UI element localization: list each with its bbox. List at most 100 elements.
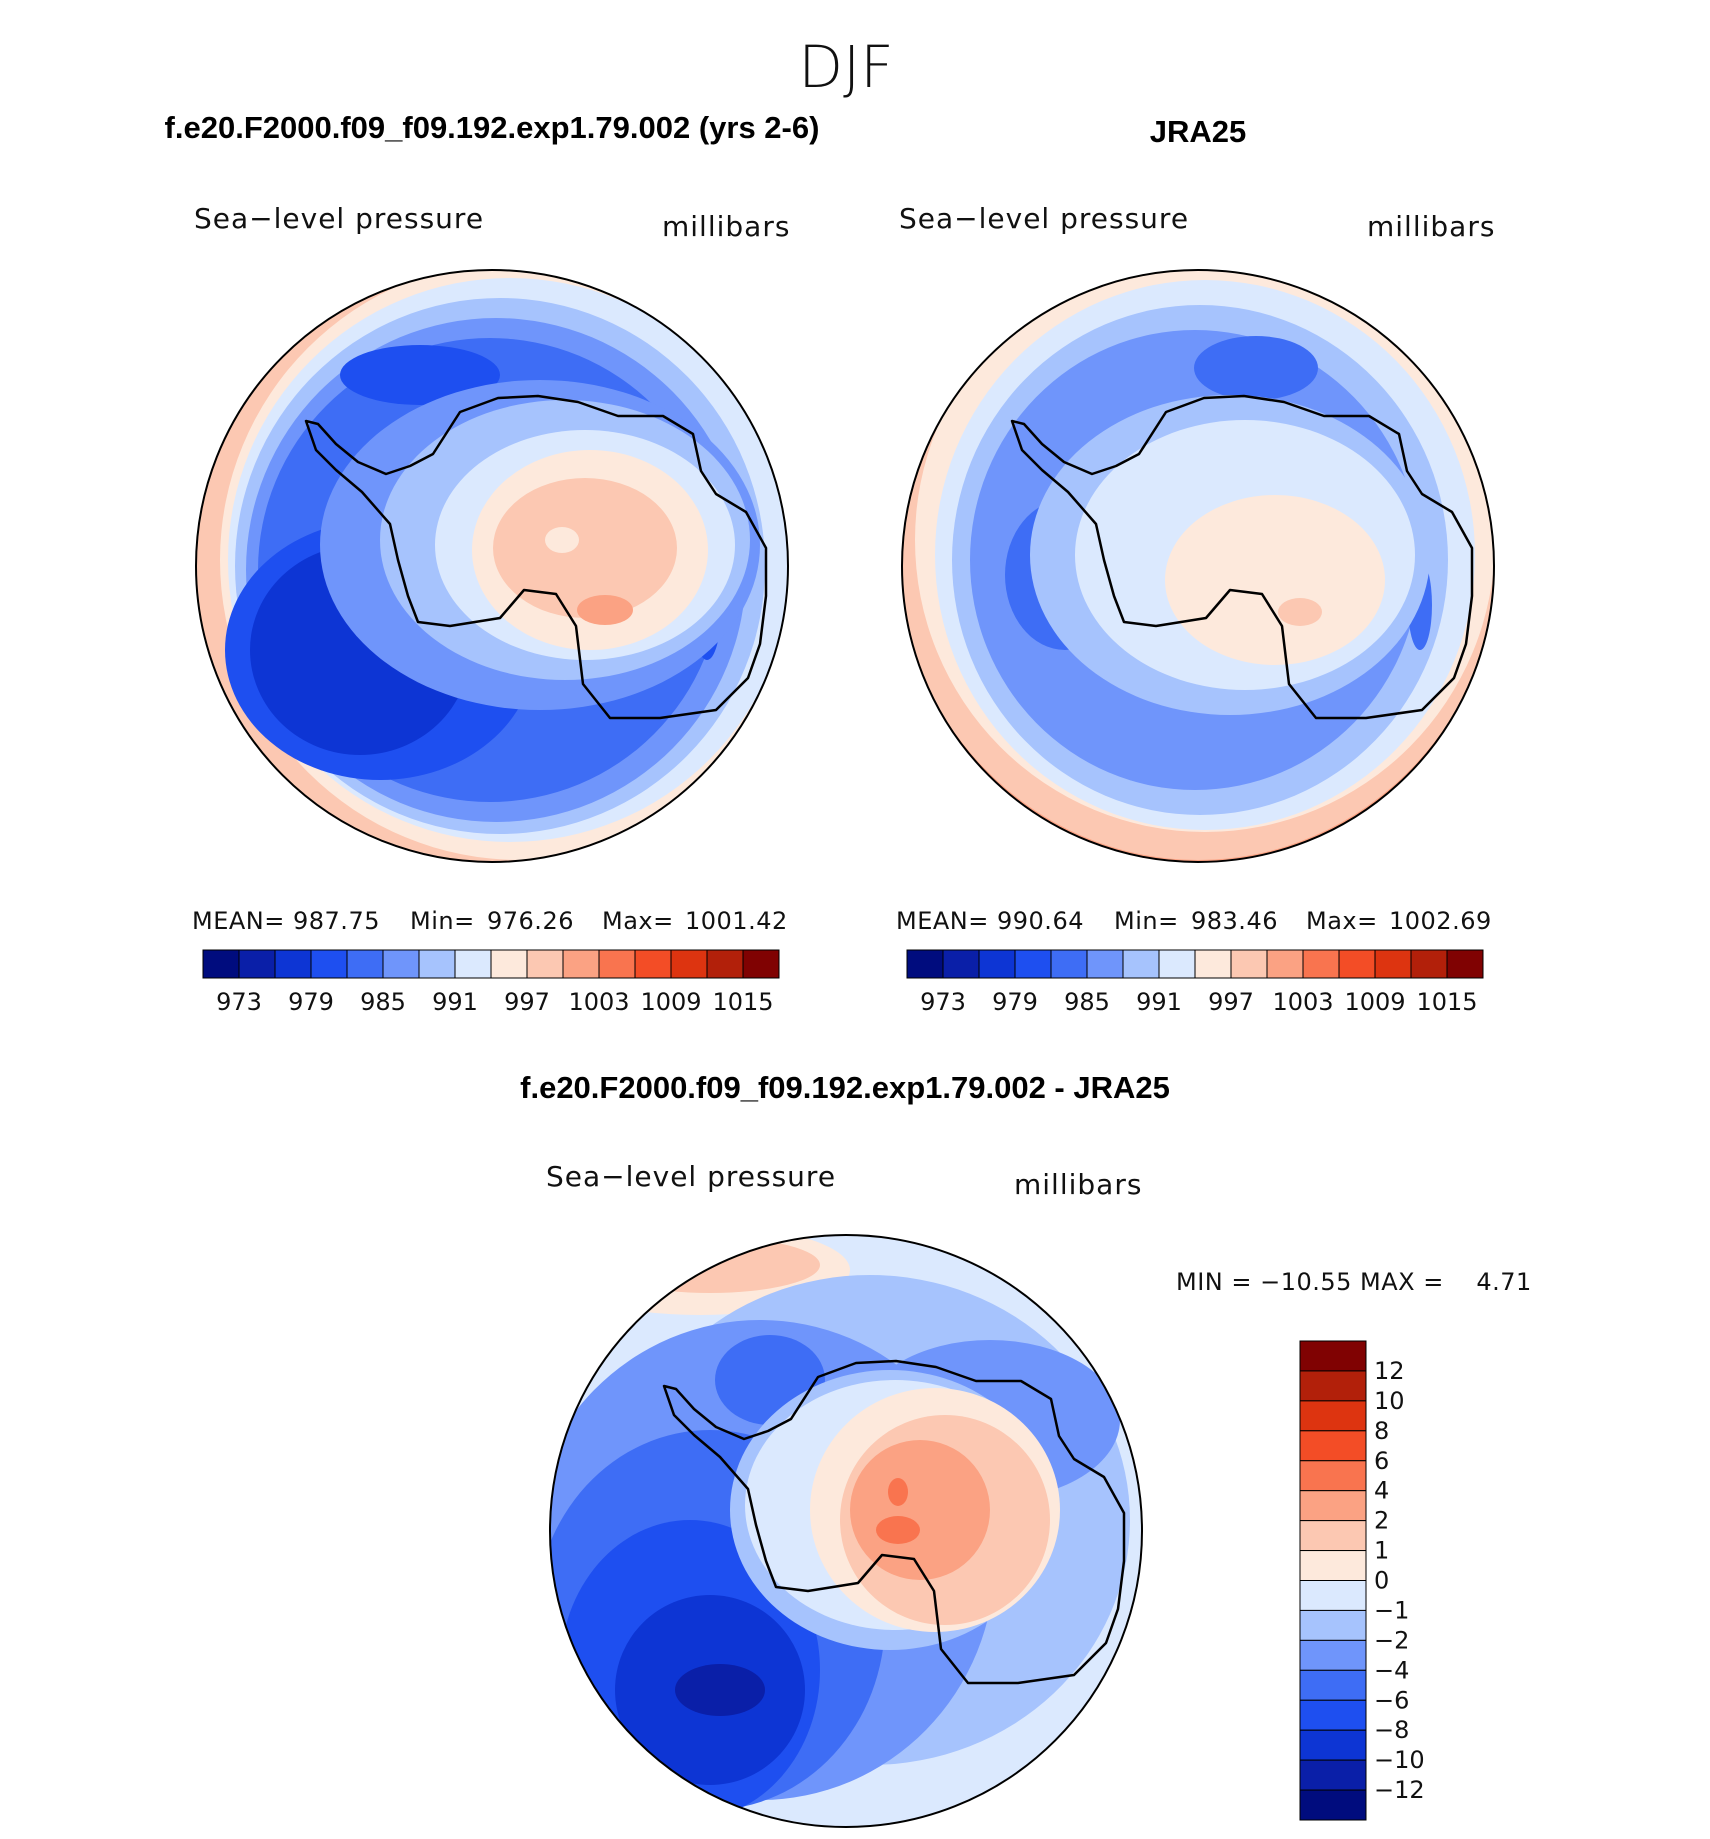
colorbar-swatch [1050, 949, 1088, 979]
colorbar-tick-label: 1003 [1272, 988, 1333, 1016]
colorbar-tick-label: 997 [504, 988, 550, 1016]
colorbar-tick-label: −6 [1374, 1686, 1409, 1714]
colorbar-swatch [1230, 949, 1268, 979]
colorbar-swatch [1299, 1550, 1367, 1581]
colorbar-swatch [1299, 1370, 1367, 1402]
panel-model-colorbar: 973 979 985 991 997 1003 1009 1015 [202, 949, 780, 1016]
colorbar-swatch [1299, 1759, 1367, 1791]
mean-value: 990.64 [997, 907, 1084, 935]
colorbar-swatch [274, 949, 312, 979]
colorbar-tick-label: 973 [216, 988, 262, 1016]
colorbar-swatch [382, 949, 420, 979]
colorbar-swatch [942, 949, 980, 979]
colorbar-tick-label: 1009 [640, 988, 701, 1016]
colorbar-swatch [490, 949, 528, 979]
panel-reanalysis-colorbar: 973 979 985 991 997 1003 1009 1015 [906, 949, 1484, 1016]
colorbar-swatch [562, 949, 600, 979]
colorbar-tick-label: −10 [1374, 1746, 1425, 1774]
mean-label: MEAN= [192, 907, 285, 935]
colorbar-tick-label: 8 [1374, 1417, 1389, 1445]
colorbar-swatch [1299, 1699, 1367, 1731]
colorbar-swatch [1299, 1520, 1367, 1552]
colorbar-swatch [1374, 949, 1412, 979]
colorbar-swatch [1299, 1789, 1367, 1821]
mean-value: 987.75 [293, 907, 380, 935]
season-title: DJF [798, 33, 893, 101]
colorbar-tick-label: 985 [360, 988, 406, 1016]
colorbar-swatch [1299, 1669, 1367, 1701]
colorbar-swatch [1299, 1490, 1367, 1522]
min-value: 983.46 [1191, 907, 1278, 935]
min-label: Min= [1114, 907, 1179, 935]
colorbar-tick-label: −12 [1374, 1776, 1425, 1804]
colorbar-tick-label: 979 [288, 988, 334, 1016]
colorbar-swatch [1158, 949, 1196, 979]
panel-difference-map-border [549, 1234, 1143, 1828]
panel-model-heading: f.e20.F2000.f09_f09.192.exp1.79.002 (yrs… [165, 110, 820, 145]
colorbar-tick-label: −4 [1374, 1656, 1409, 1684]
max-value: 1002.69 [1389, 907, 1492, 935]
panel-model-variable-label: Sea−level pressure [194, 202, 484, 235]
panel-reanalysis-polar-map [902, 270, 1494, 862]
colorbar-tick-label: 1009 [1344, 988, 1405, 1016]
max-label: Max= [602, 907, 674, 935]
colorbar-swatch [418, 949, 456, 979]
colorbar-swatch [634, 949, 672, 979]
colorbar-tick-label: 6 [1374, 1447, 1389, 1475]
colorbar-tick-label: 1 [1374, 1537, 1389, 1565]
colorbar-tick-label: 12 [1374, 1357, 1405, 1385]
colorbar-tick-label: 1003 [568, 988, 629, 1016]
colorbar-swatch [598, 949, 636, 979]
colorbar-swatch [1299, 1340, 1367, 1372]
colorbar-swatch [1194, 949, 1232, 979]
colorbar-swatch [1122, 949, 1160, 979]
colorbar-swatch [1338, 949, 1376, 979]
colorbar-swatch [978, 949, 1016, 979]
panel-reanalysis-units-label: millibars [1367, 210, 1495, 243]
mean-label: MEAN= [896, 907, 989, 935]
panel-difference-variable-label: Sea−level pressure [546, 1160, 836, 1193]
min-value: 976.26 [487, 907, 574, 935]
colorbar-tick-label: 1015 [712, 988, 773, 1016]
colorbar-swatch [1299, 1460, 1367, 1492]
panel-model-map-border [195, 269, 789, 863]
panel-difference-heading: f.e20.F2000.f09_f09.192.exp1.79.002 - JR… [520, 1070, 1170, 1105]
colorbar-tick-label: 991 [432, 988, 478, 1016]
colorbar-swatch [238, 949, 276, 979]
colorbar-tick-label: −8 [1374, 1716, 1409, 1744]
colorbar-swatch [670, 949, 708, 979]
colorbar-swatch [202, 949, 240, 979]
colorbar-tick-label: 0 [1374, 1567, 1389, 1595]
panel-model-polar-map [196, 270, 788, 862]
panel-model: f.e20.F2000.f09_f09.192.exp1.79.002 (yrs… [165, 110, 820, 1016]
min-label: Min= [410, 907, 475, 935]
colorbar-swatch [706, 949, 744, 979]
colorbar-swatch [1446, 949, 1484, 979]
colorbar-swatch [310, 949, 348, 979]
colorbar-swatch [1299, 1639, 1367, 1671]
colorbar-swatch [1299, 1609, 1367, 1641]
colorbar-swatch [1014, 949, 1052, 979]
colorbar-swatch [454, 949, 492, 979]
colorbar-tick-label: 997 [1208, 988, 1254, 1016]
colorbar-swatch [1299, 1430, 1367, 1462]
colorbar-swatch [526, 949, 564, 979]
colorbar-swatch [906, 949, 944, 979]
panel-model-stats: MEAN= 987.75 Min= 976.26 Max= 1001.42 [192, 907, 788, 935]
colorbar-tick-label: 991 [1136, 988, 1182, 1016]
colorbar-tick-label: 1015 [1416, 988, 1477, 1016]
max-label: Max= [1306, 907, 1378, 935]
colorbar-swatch [1086, 949, 1124, 979]
panel-model-units-label: millibars [662, 210, 790, 243]
colorbar-swatch [742, 949, 780, 979]
colorbar-tick-label: 10 [1374, 1387, 1405, 1415]
colorbar-tick-label: 2 [1374, 1507, 1389, 1535]
panel-reanalysis-variable-label: Sea−level pressure [899, 202, 1189, 235]
colorbar-tick-label: −2 [1374, 1626, 1409, 1654]
panel-difference-minmax: MIN = −10.55 MAX = 4.71 [1176, 1268, 1532, 1296]
colorbar-swatch [1410, 949, 1448, 979]
panel-difference-polar-map [550, 1235, 1142, 1827]
colorbar-swatch [1299, 1580, 1367, 1611]
max-value: 1001.42 [685, 907, 788, 935]
